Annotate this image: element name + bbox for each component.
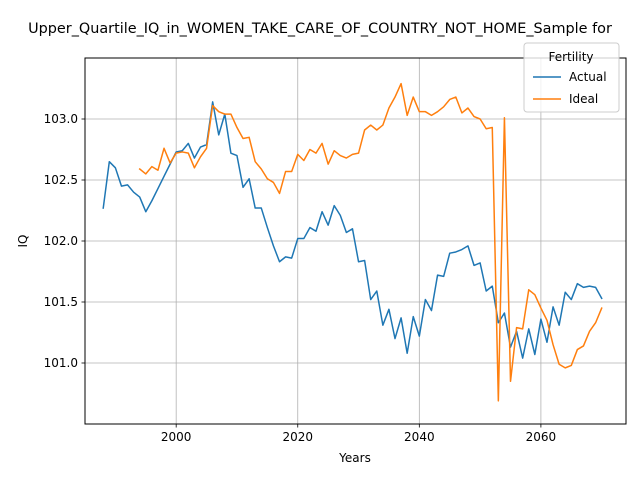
x-tick-label: 2020 xyxy=(282,430,313,444)
y-tick-label: 102.0 xyxy=(44,234,78,248)
chart-title: Upper_Quartile_IQ_in_WOMEN_TAKE_CARE_OF_… xyxy=(28,21,612,37)
x-axis-label: Years xyxy=(338,451,371,465)
x-tick-label: 2000 xyxy=(161,430,192,444)
series-lines xyxy=(102,82,603,402)
y-tick-label: 101.5 xyxy=(44,295,78,309)
x-tick-label: 2060 xyxy=(526,430,557,444)
y-axis-label: IQ xyxy=(16,235,30,248)
legend-label-ideal: Ideal xyxy=(569,92,598,106)
legend-box xyxy=(523,42,620,113)
x-tick-label: 2040 xyxy=(404,430,435,444)
y-tick-label: 102.5 xyxy=(44,173,78,187)
legend-title: Fertility xyxy=(548,50,593,64)
series-line-ideal xyxy=(138,82,603,402)
y-tick-label: 101.0 xyxy=(44,356,78,370)
legend-label-actual: Actual xyxy=(569,70,607,84)
legend: Fertility Actual Ideal xyxy=(523,42,620,113)
axis-ticks: 2000 2020 2040 2060 101.0 101.5 102.0 102.5 103.… xyxy=(44,112,557,444)
y-tick-label: 103.0 xyxy=(44,112,78,126)
series-line-actual xyxy=(102,101,603,359)
